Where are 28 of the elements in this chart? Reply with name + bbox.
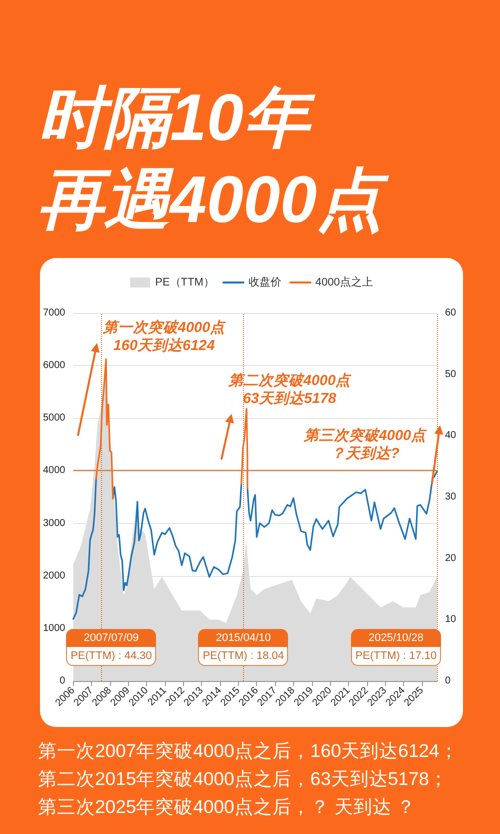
y2-tick-label: 30 (445, 492, 457, 502)
legend-label: PE（TTM） (155, 276, 214, 288)
y-tick-label: 6000 (42, 360, 66, 372)
y-tick-label: 2000 (42, 570, 66, 582)
y2-tick-label: 10 (445, 614, 457, 626)
y2-tick-label: 60 (445, 308, 457, 318)
y-tick-label: 1000 (42, 622, 66, 634)
annotation: 第一次突破4000点 160天到达6124 (102, 319, 226, 356)
ref-line-label: 2015/04/10 PE(TTM) : 18.04 (202, 631, 285, 664)
y-tick-label: 4000 (42, 465, 66, 476)
chart-title: 时隔10年 (38, 79, 316, 156)
text: 第三次2025年突破4000点之后，？ 天到达 ？ (38, 795, 417, 819)
y2-tick-label: 40 (445, 430, 457, 442)
legend-label: 收盘价 (248, 276, 282, 288)
annotation: 第二次突破4000点 63天到达5178 (228, 372, 351, 408)
y2-tick-label: 0 (445, 676, 451, 686)
legend-label: 4000点之上 (315, 276, 373, 288)
annotation: 第三次突破4000点？天到达? (302, 427, 428, 464)
y-tick-label: 5000 (42, 412, 66, 424)
text: 第二次2015年突破4000点之后，63天到达5178； (38, 767, 450, 791)
y-tick-label: 3000 (42, 518, 66, 529)
ref-line-label: 2025/10/28 PE(TTM) : 17.10 (354, 631, 438, 664)
text: 第一次2007年突破4000点之后，160天到达6124； (38, 739, 458, 763)
y2-tick-label: 50 (445, 368, 457, 380)
ref-line-label: 2007/07/09 PE(TTM) : 44.30 (70, 631, 153, 664)
y2-tick-label: 20 (445, 552, 457, 564)
y-tick-label: 0 (60, 676, 66, 686)
y-tick-label: 7000 (42, 308, 66, 318)
